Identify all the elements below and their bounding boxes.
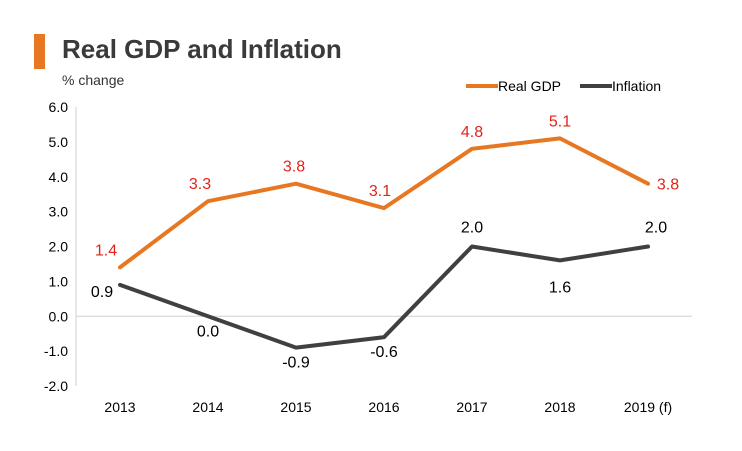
y-tick-label: 5.0: [49, 134, 69, 150]
x-tick-label: 2017: [456, 399, 487, 415]
inflation-data-label: -0.9: [282, 355, 310, 372]
gdp-data-label: 5.1: [549, 113, 571, 130]
inflation-data-label: 0.9: [91, 284, 113, 301]
x-tick-label: 2013: [104, 399, 135, 415]
gdp-data-label: 4.8: [461, 124, 483, 141]
chart-title: Real GDP and Inflation: [62, 34, 342, 64]
inflation-data-label: -0.6: [370, 344, 398, 361]
inflation-legend-label: Inflation: [612, 78, 661, 94]
y-tick-label: 4.0: [49, 169, 69, 185]
y-axis-unit-label: % change: [62, 72, 125, 88]
inflation-series-line: [118, 244, 650, 350]
gdp-data-label: 3.1: [369, 183, 391, 200]
inflation-data-label: 1.6: [549, 279, 571, 296]
y-tick-label: 1.0: [49, 273, 69, 289]
x-tick-label: 2015: [280, 399, 311, 415]
x-tick-label: 2014: [192, 399, 223, 415]
y-tick-label: -1.0: [44, 343, 68, 359]
y-tick-label: 2.0: [49, 239, 69, 255]
gdp-data-label: 3.8: [283, 159, 305, 176]
y-tick-label: -2.0: [44, 378, 68, 394]
title-accent-bar: [34, 34, 45, 69]
y-tick-label: 3.0: [49, 204, 69, 220]
gdp-data-label: 3.3: [189, 176, 211, 193]
inflation-data-label: 2.0: [461, 220, 483, 237]
x-tick-label: 2019 (f): [624, 399, 672, 415]
gdp-data-label: 3.8: [657, 177, 679, 194]
inflation-data-label: 0.0: [197, 323, 219, 340]
gdp-legend-label: Real GDP: [498, 78, 561, 94]
x-tick-label: 2018: [544, 399, 575, 415]
gdp-series-line: [118, 136, 650, 270]
inflation-data-label: 2.0: [645, 220, 667, 237]
y-tick-label: 6.0: [49, 99, 69, 115]
x-tick-label: 2016: [368, 399, 399, 415]
y-tick-label: 0.0: [49, 308, 69, 324]
gdp-data-label: 1.4: [95, 242, 117, 259]
